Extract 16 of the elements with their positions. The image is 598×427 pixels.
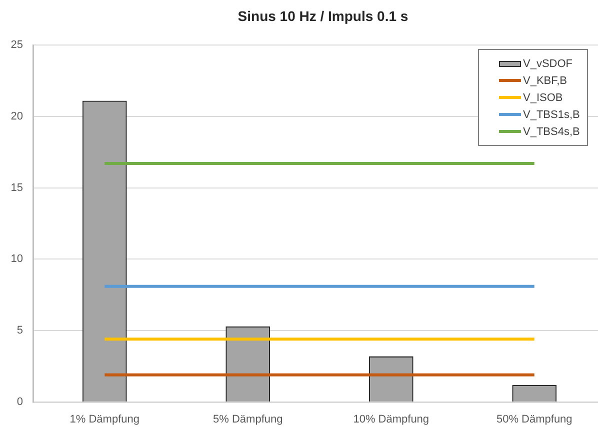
y-tick-label: 25: [10, 39, 23, 52]
legend-label: V_TBS4s,B: [523, 126, 580, 138]
y-tick-label: 15: [10, 182, 23, 194]
y-tick-label: 5: [16, 324, 23, 337]
chart-title: Sinus 10 Hz / Impuls 0.1 s: [236, 8, 410, 24]
x-tick-label: 10% Dämpfung: [353, 414, 430, 426]
x-tick-label: 50% Dämpfung: [496, 414, 572, 426]
y-tick-label: 0: [16, 396, 23, 408]
x-tick-label: 5% Dämpfung: [213, 414, 283, 426]
legend-label: V_vSDOF: [523, 58, 573, 70]
legend-label: V_ISOB: [523, 92, 563, 104]
x-tick-label: 1% Dämpfung: [70, 414, 140, 426]
y-tick-label: 20: [10, 110, 23, 122]
legend-label: V_KBF,B: [523, 74, 568, 86]
y-tick-label: 10: [10, 253, 23, 266]
legend-label: V_TBS1s,B: [523, 108, 580, 120]
